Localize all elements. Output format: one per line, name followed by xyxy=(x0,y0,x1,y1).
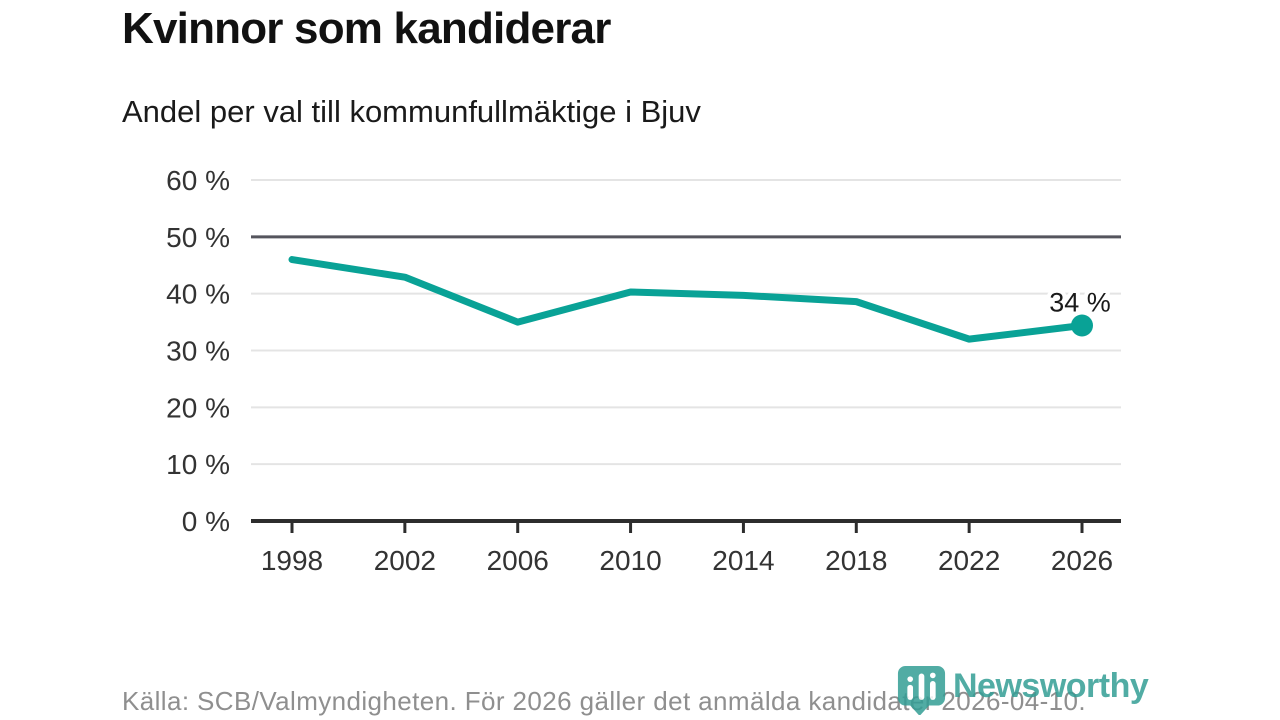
y-tick-label: 40 % xyxy=(166,279,230,310)
end-point-dot xyxy=(1071,314,1093,337)
x-tick-label: 2014 xyxy=(712,545,774,576)
y-tick-label: 20 % xyxy=(166,392,230,423)
y-tick-label: 50 % xyxy=(166,222,230,253)
chart-subtitle: Andel per val till kommunfullmäktige i B… xyxy=(122,94,701,129)
newsworthy-pin-bar-chart-icon xyxy=(897,665,946,715)
chart-title: Kvinnor som kandiderar xyxy=(122,4,611,53)
y-tick-label: 0 % xyxy=(182,506,230,537)
x-tick-label: 2018 xyxy=(825,545,887,576)
x-tick-label: 2026 xyxy=(1051,545,1113,576)
x-tick-label: 2002 xyxy=(374,545,436,576)
line-chart: 0 % 10 % 20 % 30 % 40 % 50 % 60 % 1998 2002 2006 2… xyxy=(166,165,1121,576)
x-tick-label: 2010 xyxy=(599,545,661,576)
brand-wordmark: Newsworthy xyxy=(953,667,1149,705)
y-tick-label: 60 % xyxy=(166,165,230,196)
y-tick-label: 10 % xyxy=(166,449,230,480)
series-line xyxy=(288,256,1086,343)
newsworthy-logo: Newsworthy xyxy=(897,665,1149,715)
x-tick-label: 1998 xyxy=(261,545,323,576)
x-tick-label: 2006 xyxy=(487,545,549,576)
y-tick-label: 30 % xyxy=(166,336,230,367)
end-point-label: 34 % xyxy=(1049,287,1111,317)
logo-bars xyxy=(907,672,936,700)
x-tick-label: 2022 xyxy=(938,545,1000,576)
